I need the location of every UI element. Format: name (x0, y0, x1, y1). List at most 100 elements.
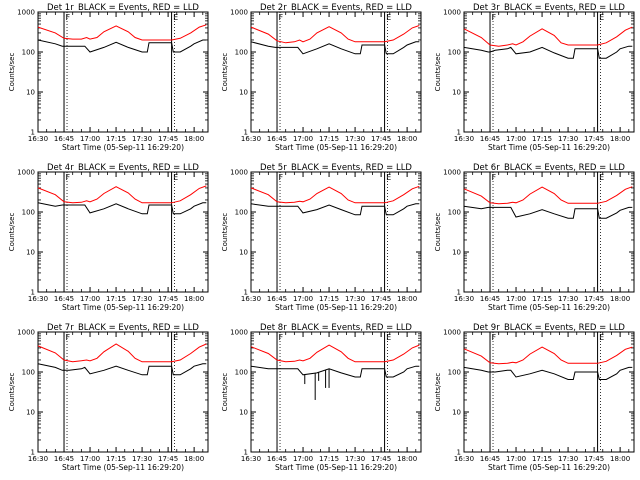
y-tick-label: 100 (235, 49, 248, 57)
x-tick-label: 17:15 (319, 295, 339, 303)
y-tick-label: 100 (22, 209, 35, 217)
y-tick-label: 100 (235, 209, 248, 217)
chart-panel-5: Det 5r_BLACK = Events, RED = LLD 1 10 100 10… (221, 163, 422, 312)
panel-title: Det 7r_BLACK = Events, RED = LLD (47, 323, 199, 333)
y-tick-label: 100 (448, 369, 461, 377)
x-tick-label: 16:30 (241, 135, 261, 143)
x-tick-label: 16:45 (480, 295, 500, 303)
y-tick-label: 1 (457, 449, 461, 457)
x-tick-label: 17:15 (319, 455, 339, 463)
y-tick-label: 1000 (230, 9, 248, 17)
x-tick-label: 17:30 (132, 135, 152, 143)
lld-series-line (250, 25, 420, 44)
x-tick-label: 17:45 (584, 295, 604, 303)
y-tick-label: 1 (244, 129, 248, 137)
x-tick-label: 18:00 (610, 455, 630, 463)
x-tick-label: 17:15 (319, 135, 339, 143)
x-tick-label: 18:00 (397, 135, 417, 143)
x-tick-label: 18:00 (184, 455, 204, 463)
lld-series-line (37, 24, 207, 41)
x-tick-label: 16:45 (267, 295, 287, 303)
y-tick-label: 100 (22, 369, 35, 377)
chart-panel-3: Det 3r_BLACK = Events, RED = LLD 1 10 100 10… (434, 3, 635, 152)
x-tick-label: 16:45 (54, 295, 74, 303)
x-tick-label: 18:00 (184, 135, 204, 143)
event-marker-label: F (492, 333, 497, 342)
plot-frame (37, 331, 209, 453)
x-axis-label: Start Time (05-Sep-11 16:29:20) (62, 463, 184, 472)
x-tick-label: 17:30 (558, 455, 578, 463)
event-marker-label: E (173, 173, 178, 182)
x-tick-label: 17:45 (371, 135, 391, 143)
x-tick-label: 16:30 (28, 295, 48, 303)
events-series-line (37, 202, 207, 215)
lld-series-line (250, 344, 420, 363)
event-marker-label: F (66, 173, 71, 182)
y-axis-label: Counts/sec (221, 53, 229, 92)
x-tick-label: 17:45 (158, 295, 178, 303)
x-tick-label: 16:30 (454, 135, 474, 143)
chart-panel-9: Det 9r_BLACK = Events, RED = LLD 1 10 100 10… (434, 323, 635, 472)
event-marker-label: F (492, 13, 497, 22)
y-tick-label: 10 (239, 89, 248, 97)
events-series-line (463, 366, 633, 380)
y-tick-label: 1000 (443, 9, 461, 17)
x-tick-label: 18:00 (610, 295, 630, 303)
x-tick-label: 18:00 (397, 455, 417, 463)
x-tick-label: 17:00 (80, 135, 100, 143)
y-tick-label: 1000 (17, 329, 35, 337)
x-tick-label: 17:45 (584, 135, 604, 143)
x-tick-label: 16:45 (267, 135, 287, 143)
chart-panel-2: Det 2r_BLACK = Events, RED = LLD 1 10 100 10… (221, 3, 422, 152)
lld-series-line (250, 185, 420, 204)
event-marker-label: E (173, 333, 178, 342)
x-axis-label: Start Time (05-Sep-11 16:29:20) (488, 303, 610, 312)
event-marker-label: E (599, 333, 604, 342)
y-tick-label: 1 (31, 289, 35, 297)
y-axis-label: Counts/sec (8, 373, 16, 412)
x-tick-label: 17:45 (584, 455, 604, 463)
y-axis-label: Counts/sec (221, 373, 229, 412)
y-tick-label: 1000 (17, 169, 35, 177)
event-marker-label: E (173, 13, 178, 22)
plot-frame (463, 11, 635, 133)
event-marker-label: F (279, 333, 284, 342)
x-tick-label: 17:00 (293, 295, 313, 303)
plot-frame (250, 171, 422, 293)
x-tick-label: 16:45 (54, 135, 74, 143)
y-axis-label: Counts/sec (434, 53, 442, 92)
x-tick-label: 17:30 (345, 455, 365, 463)
y-tick-label: 10 (26, 409, 35, 417)
event-marker-label: F (279, 13, 284, 22)
x-tick-label: 17:00 (506, 135, 526, 143)
x-tick-label: 17:00 (80, 455, 100, 463)
panel-title: Det 5r_BLACK = Events, RED = LLD (260, 163, 412, 173)
x-tick-label: 17:30 (132, 455, 152, 463)
x-tick-label: 17:30 (558, 135, 578, 143)
x-tick-label: 17:00 (506, 455, 526, 463)
y-tick-label: 1 (31, 449, 35, 457)
panel-title: Det 3r_BLACK = Events, RED = LLD (473, 3, 625, 13)
x-tick-label: 16:30 (454, 455, 474, 463)
chart-panel-6: Det 6r_BLACK = Events, RED = LLD 1 10 100 10… (434, 163, 635, 312)
x-tick-label: 16:30 (28, 135, 48, 143)
events-series-line (250, 41, 420, 55)
plot-frame (37, 171, 209, 293)
x-tick-label: 18:00 (610, 135, 630, 143)
events-series-line (37, 39, 207, 53)
event-marker-label: F (66, 13, 71, 22)
event-marker-label: F (279, 173, 284, 182)
y-tick-label: 10 (239, 249, 248, 257)
x-tick-label: 17:00 (506, 295, 526, 303)
x-tick-label: 16:30 (28, 455, 48, 463)
y-tick-label: 10 (452, 249, 461, 257)
y-tick-label: 10 (26, 89, 35, 97)
event-marker-label: F (66, 333, 71, 342)
x-tick-label: 17:45 (371, 295, 391, 303)
y-tick-label: 10 (452, 409, 461, 417)
event-marker-label: E (599, 13, 604, 22)
panel-title: Det 4r_BLACK = Events, RED = LLD (47, 163, 199, 173)
event-marker-label: E (386, 173, 391, 182)
y-tick-label: 1 (31, 129, 35, 137)
